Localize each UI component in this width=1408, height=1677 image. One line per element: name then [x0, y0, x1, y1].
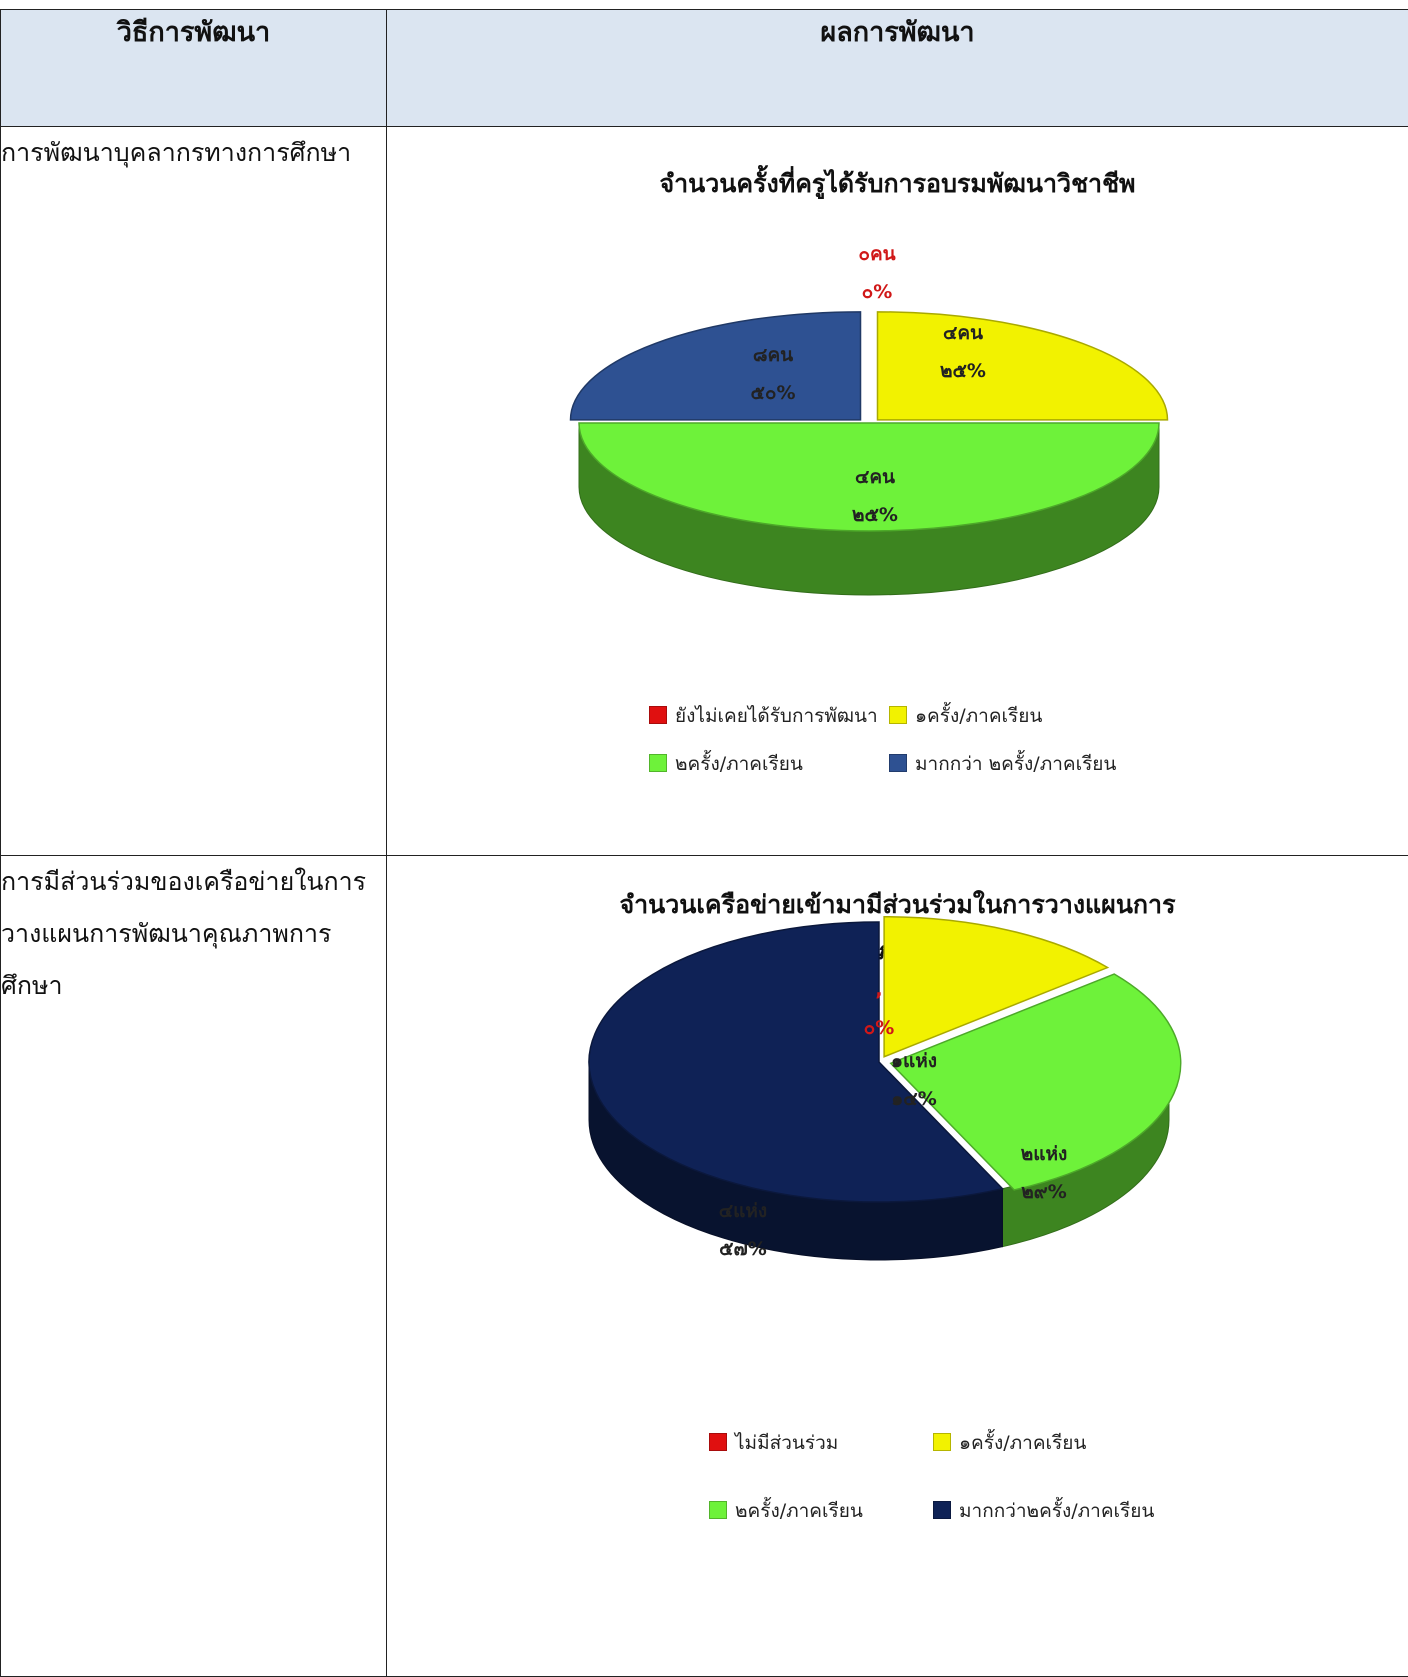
legend-swatch [889, 706, 907, 724]
slice-count-label: ๑แห่ง [891, 1050, 937, 1072]
legend-swatch [649, 706, 667, 724]
method-cell: การมีส่วนร่วมของเครือข่ายในการวางแผนการพ… [1, 856, 387, 1677]
legend-item: ๑ครั้ง/ภาคเรียน [889, 701, 1042, 731]
legend-swatch [933, 1433, 951, 1451]
pie-chart-network-participation: จำนวนเครือข่ายเข้ามามีส่วนร่วมในการวางแผ… [387, 856, 1408, 1676]
result-cell: จำนวนเครือข่ายเข้ามามีส่วนร่วมในการวางแผ… [387, 856, 1408, 1677]
slice-count-label: ๔แห่ง [719, 1200, 767, 1222]
legend-item: มากกว่า๒ครั้ง/ภาคเรียน [933, 1496, 1154, 1526]
slice-percent-label: ๑๔% [891, 1088, 936, 1110]
slice-percent-label: ๕๐% [750, 382, 795, 404]
slice-count-label: ๐คน [858, 243, 895, 265]
table-row: การพัฒนาบุคลากรทางการศึกษา จำนวนครั้งที่… [1, 127, 1408, 856]
method-cell: การพัฒนาบุคลากรทางการศึกษา [1, 127, 387, 856]
legend-label: ไม่มีส่วนร่วม [735, 1432, 838, 1454]
slice-count-label: ๔คน [943, 322, 983, 344]
legend-item: ยังไม่เคยได้รับการพัฒนา [649, 701, 878, 731]
legend-item: มากกว่า ๒ครั้ง/ภาคเรียน [889, 749, 1116, 779]
legend-label: ๒ครั้ง/ภาคเรียน [675, 753, 803, 775]
legend-swatch [933, 1501, 951, 1519]
pie-slice [877, 312, 1167, 420]
development-table: วิธีการพัฒนา ผลการพัฒนา การพัฒนาบุคลากรท… [0, 9, 1408, 1677]
slice-percent-label: ๒๙% [1021, 1181, 1066, 1203]
legend-label: ๒ครั้ง/ภาคเรียน [735, 1500, 863, 1522]
table-row: การมีส่วนร่วมของเครือข่ายในการวางแผนการพ… [1, 856, 1408, 1677]
legend-swatch [889, 754, 907, 772]
pie-slice [571, 312, 861, 420]
legend-label: มากกว่า๒ครั้ง/ภาคเรียน [959, 1500, 1154, 1522]
legend-item: ๒ครั้ง/ภาคเรียน [649, 749, 803, 779]
slice-percent-label: ๐% [862, 281, 893, 303]
slice-percent-label: ๐% [864, 1017, 895, 1039]
slice-count-label: ๒แห่ง [1021, 1143, 1068, 1165]
legend-label: มากกว่า ๒ครั้ง/ภาคเรียน [915, 753, 1116, 775]
slice-percent-label: ๒๕% [852, 504, 898, 526]
legend-label: ๑ครั้ง/ภาคเรียน [959, 1432, 1086, 1454]
result-cell: จำนวนครั้งที่ครูได้รับการอบรมพัฒนาวิชาชี… [387, 127, 1408, 856]
legend-item: ไม่มีส่วนร่วม [709, 1428, 838, 1458]
legend-item: ๒ครั้ง/ภาคเรียน [709, 1496, 863, 1526]
legend-swatch [709, 1501, 727, 1519]
slice-count-label: ๘คน [753, 344, 793, 366]
pie-chart-teacher-training: จำนวนครั้งที่ครูได้รับการอบรมพัฒนาวิชาชี… [387, 127, 1408, 855]
slice-percent-label: ๒๕% [940, 360, 986, 382]
legend-item: ๑ครั้ง/ภาคเรียน [933, 1428, 1086, 1458]
legend-label: ยังไม่เคยได้รับการพัฒนา [675, 705, 878, 727]
slice-count-label: ๔คน [855, 466, 895, 488]
legend-label: ๑ครั้ง/ภาคเรียน [915, 705, 1042, 727]
slice-count-label: , [875, 979, 882, 1001]
slice-percent-label: ๕๗% [719, 1238, 767, 1260]
header-method: วิธีการพัฒนา [1, 10, 387, 127]
legend-swatch [709, 1433, 727, 1451]
header-row: วิธีการพัฒนา ผลการพัฒนา [1, 10, 1408, 127]
legend-swatch [649, 754, 667, 772]
pie-svg: , ๐% ๑แห่ง๑๔% ๒แห่ง๒๙% ๔แห่ง๕๗% [387, 856, 1408, 1666]
header-result: ผลการพัฒนา [387, 10, 1408, 127]
